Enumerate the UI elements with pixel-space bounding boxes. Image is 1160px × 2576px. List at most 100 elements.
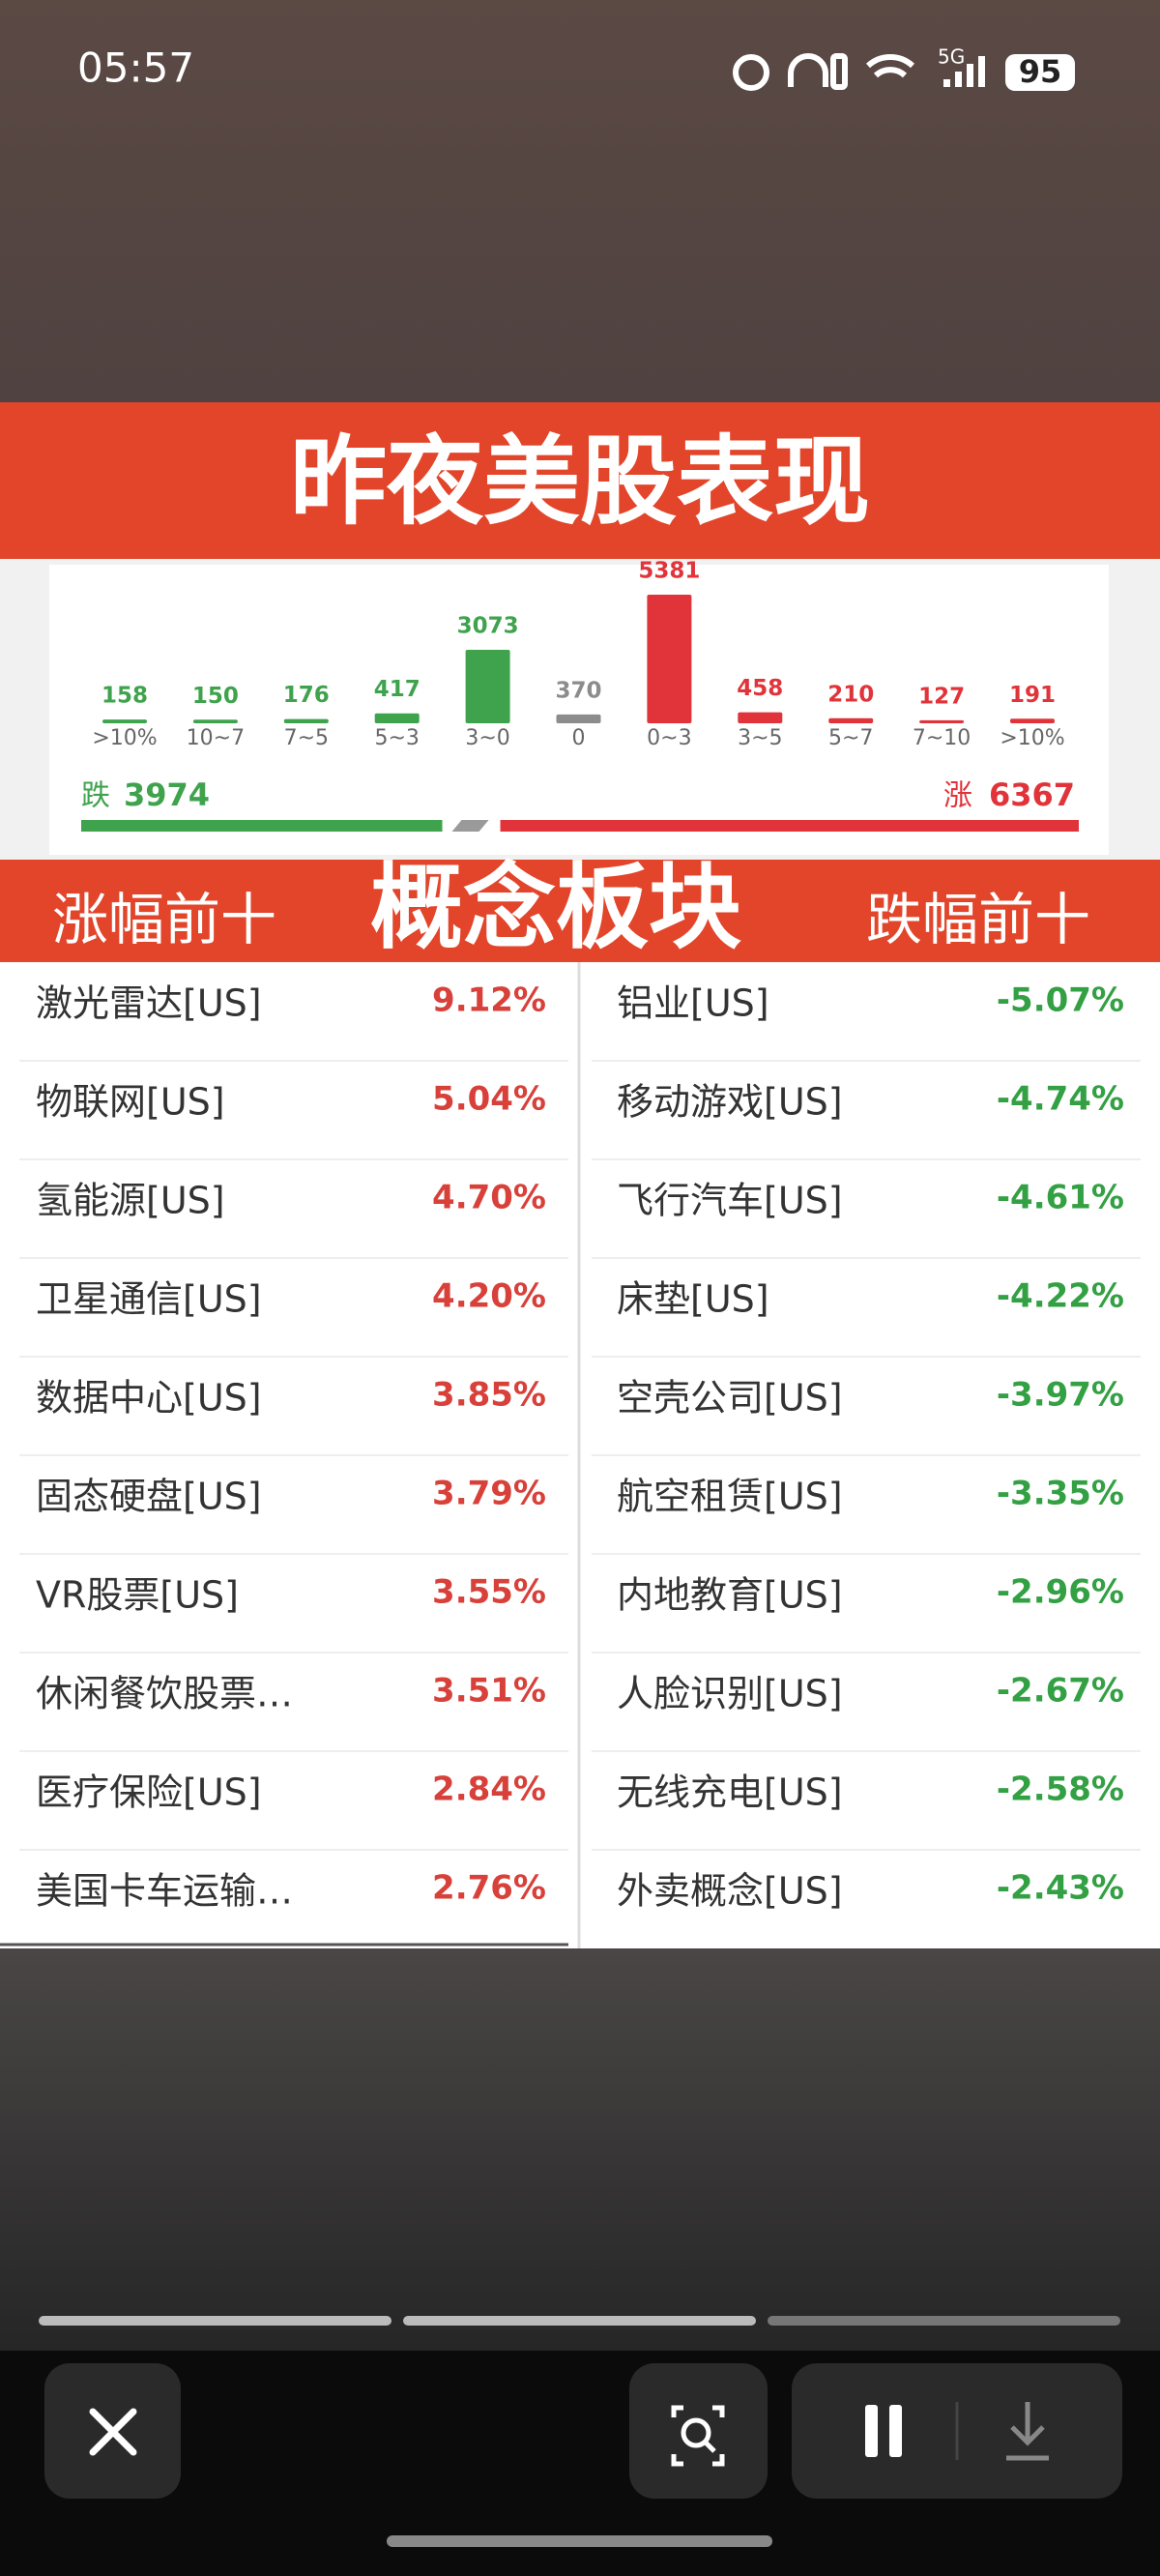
category-label: 3~0 (465, 726, 509, 750)
bar (828, 717, 874, 723)
category-label: >10% (1000, 726, 1064, 750)
progress-segment (403, 2316, 756, 2326)
bar-value-label: 417 (374, 677, 420, 702)
concept-change: 4.70% (432, 1179, 546, 1217)
category-label: 0~3 (647, 726, 691, 750)
category-label: 3~5 (738, 726, 782, 750)
category-label: 5~3 (374, 726, 419, 750)
concept-name: 休闲餐饮股票… (36, 1673, 293, 1715)
bar-value-label: 176 (283, 683, 330, 708)
bar (647, 595, 692, 723)
concept-change: -3.35% (997, 1475, 1124, 1513)
concept-name: 航空租赁[US] (617, 1476, 843, 1518)
concept-change: -5.07% (997, 981, 1124, 1020)
concept-name: 氢能源[US] (36, 1180, 225, 1222)
battery-small-icon (830, 53, 848, 90)
chart-card (49, 565, 1109, 855)
progress-segment (39, 2316, 392, 2326)
concept-change: -3.97% (997, 1376, 1124, 1415)
concept-name: 数据中心[US] (36, 1377, 262, 1420)
concept-name: 移动游戏[US] (617, 1081, 843, 1124)
bar-value-label: 3073 (457, 614, 519, 639)
playback-controls[interactable] (792, 2363, 1122, 2499)
category-label: 7~5 (284, 726, 329, 750)
network-type: 5G (938, 45, 965, 69)
section-banner (0, 860, 1160, 962)
concept-change: 4.20% (432, 1277, 546, 1316)
category-label: 10~7 (187, 726, 245, 750)
bar (465, 650, 510, 723)
concept-change: -4.61% (997, 1179, 1124, 1217)
concept-change: 3.55% (432, 1573, 546, 1612)
concept-name: 铝业[US] (617, 982, 769, 1025)
headphones-icon (788, 53, 828, 87)
category-label: >10% (92, 726, 157, 750)
bar-value-label: 158 (102, 684, 148, 709)
bar-value-label: 150 (192, 684, 239, 709)
battery-icon (1005, 54, 1075, 91)
category-label: 7~10 (913, 726, 971, 750)
scan-button[interactable] (629, 2363, 768, 2499)
ratio-bar (81, 820, 1079, 832)
title-banner (0, 402, 1160, 559)
alarm-icon (733, 54, 769, 91)
concept-name: 床垫[US] (617, 1278, 769, 1321)
battery-level: 95 (1019, 53, 1062, 90)
concept-name: 内地教育[US] (617, 1574, 843, 1617)
close-button[interactable] (44, 2363, 181, 2499)
distribution-chart: 158 >10% 150 10~7 176 7~5 417 5~3 3073 3~0 370 0 538… (92, 559, 1064, 751)
concept-change: 3.51% (432, 1672, 546, 1711)
pause-button[interactable] (865, 2405, 878, 2457)
signal-icon (943, 56, 985, 87)
concept-name: 固态硬盘[US] (36, 1476, 262, 1518)
fall-ratio-bar (81, 820, 443, 832)
concept-change: 3.79% (432, 1475, 546, 1513)
bar (374, 713, 420, 723)
concept-change: 2.84% (432, 1771, 546, 1809)
concept-name: VR股票[US] (36, 1574, 239, 1617)
progress-segment (768, 2316, 1120, 2326)
home-indicator (387, 2535, 772, 2547)
category-label: 0 (572, 726, 586, 750)
tables: 激光雷达[US] 9.12% 物联网[US] 5.04% 氢能源[US] 4.70% 卫星通… (19, 981, 1141, 1913)
concept-name: 空壳公司[US] (617, 1377, 843, 1420)
concept-name: 美国卡车运输… (36, 1870, 293, 1913)
status-icons (733, 53, 915, 91)
bar-value-label: 458 (737, 676, 783, 701)
bar (1010, 718, 1055, 723)
rise-count: 6367 (989, 776, 1075, 813)
concept-change: -4.74% (997, 1080, 1124, 1119)
fall-count: 3974 (124, 776, 210, 813)
concept-name: 卫星通信[US] (36, 1278, 262, 1321)
concept-change: 9.12% (432, 981, 546, 1020)
concept-change: -2.67% (997, 1672, 1124, 1711)
losers-title: 跌幅前十 (866, 887, 1090, 952)
rise-ratio-bar (500, 820, 1079, 832)
concept-name: 激光雷达[US] (36, 982, 262, 1025)
concept-name: 外卖概念[US] (617, 1870, 843, 1913)
concept-name: 飞行汽车[US] (617, 1180, 843, 1222)
bar (738, 712, 783, 723)
gainers-title: 涨幅前十 (52, 887, 276, 952)
rise-label: 涨 (943, 779, 972, 813)
concept-change: -2.58% (997, 1771, 1124, 1809)
concept-name: 无线充电[US] (617, 1771, 843, 1814)
bar (283, 718, 329, 723)
concept-change: -4.22% (997, 1277, 1124, 1316)
bar-value-label: 5381 (638, 559, 700, 584)
section-title: 概念板块 (370, 853, 741, 961)
bar-value-label: 191 (1009, 683, 1056, 708)
download-button[interactable] (1006, 2402, 1049, 2461)
concept-change: 5.04% (432, 1080, 546, 1119)
bar (102, 719, 147, 723)
neutral-ratio-bar (451, 820, 489, 832)
concept-name: 人脸识别[US] (617, 1673, 843, 1715)
bar (556, 714, 601, 723)
bar (919, 719, 965, 723)
status-time: 05:57 (77, 44, 194, 92)
bar-value-label: 370 (555, 678, 601, 703)
concept-name: 医疗保险[US] (36, 1771, 262, 1814)
concept-name: 物联网[US] (36, 1081, 225, 1124)
bottom-background (0, 1948, 1160, 2351)
